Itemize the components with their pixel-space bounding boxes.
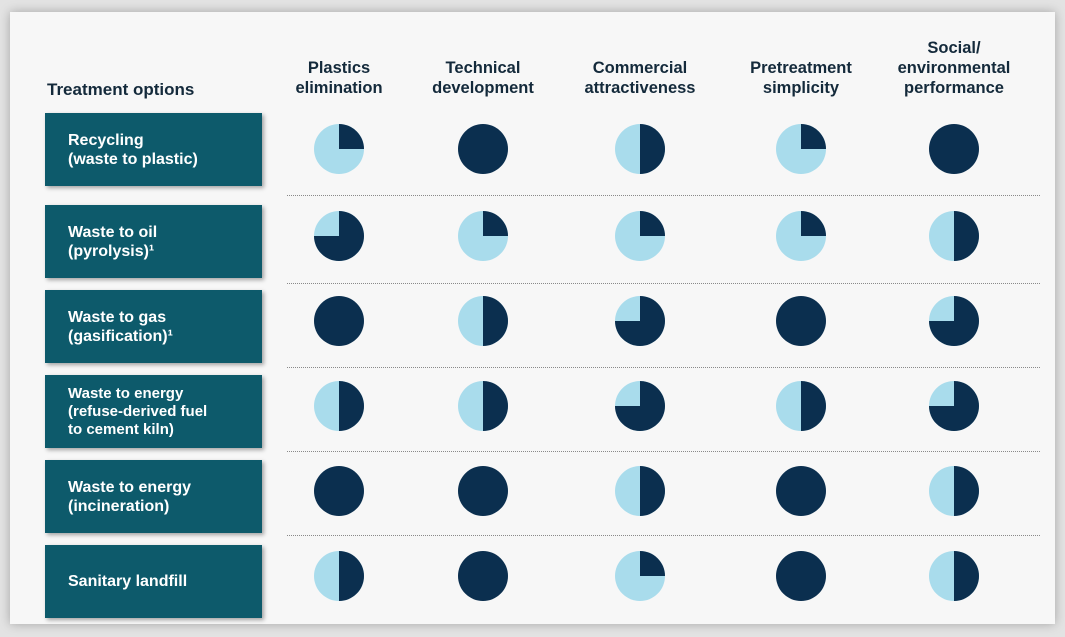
row-divider [287, 535, 1040, 536]
harvey-ball-commercial-attractiveness [615, 211, 665, 261]
harvey-ball-technical-development [458, 124, 508, 174]
harvey-ball-social-environmental-performance [929, 211, 979, 261]
option-waste-to-oil: Waste to oil (pyrolysis)¹ [45, 205, 262, 278]
harvey-ball-social-environmental-performance [929, 551, 979, 601]
harvey-ball-social-environmental-performance [929, 124, 979, 174]
option-waste-to-gas: Waste to gas (gasification)¹ [45, 290, 262, 363]
harvey-ball-commercial-attractiveness [615, 296, 665, 346]
harvey-ball-social-environmental-performance [929, 381, 979, 431]
row-divider [287, 367, 1040, 368]
option-waste-to-energy-rdf: Waste to energy (refuse-derived fuel to … [45, 375, 262, 448]
option-waste-to-energy-incineration: Waste to energy (incineration) [45, 460, 262, 533]
harvey-ball-pretreatment-simplicity [776, 466, 826, 516]
harvey-ball-commercial-attractiveness [615, 381, 665, 431]
row-divider [287, 283, 1040, 284]
harvey-ball-technical-development [458, 296, 508, 346]
harvey-ball-commercial-attractiveness [615, 551, 665, 601]
col-header-plastics-elimination: Plastics elimination [295, 59, 383, 97]
row-header-treatment-options: Treatment options [47, 80, 195, 99]
harvey-ball-pretreatment-simplicity [776, 551, 826, 601]
harvey-ball-technical-development [458, 551, 508, 601]
harvey-ball-pretreatment-simplicity [776, 124, 826, 174]
harvey-ball-plastics-elimination [314, 551, 364, 601]
harvey-ball-social-environmental-performance [929, 296, 979, 346]
harvey-ball-commercial-attractiveness [615, 124, 665, 174]
col-header-social-environmental-performance: Social/ environmental performance [897, 39, 1011, 97]
harvey-ball-plastics-elimination [314, 296, 364, 346]
harvey-ball-pretreatment-simplicity [776, 296, 826, 346]
harvey-ball-plastics-elimination [314, 124, 364, 174]
col-header-technical-development: Technical development [432, 59, 534, 97]
option-sanitary-landfill: Sanitary landfill [45, 545, 262, 618]
harvey-ball-social-environmental-performance [929, 466, 979, 516]
harvey-ball-pretreatment-simplicity [776, 381, 826, 431]
row-divider [287, 195, 1040, 196]
col-header-commercial-attractiveness: Commercial attractiveness [584, 59, 696, 97]
harvey-ball-plastics-elimination [314, 466, 364, 516]
harvey-ball-commercial-attractiveness [615, 466, 665, 516]
harvey-ball-plastics-elimination [314, 381, 364, 431]
harvey-ball-technical-development [458, 466, 508, 516]
harvey-ball-pretreatment-simplicity [776, 211, 826, 261]
harvey-ball-technical-development [458, 211, 508, 261]
row-divider [287, 451, 1040, 452]
harvey-ball-plastics-elimination [314, 211, 364, 261]
harvey-ball-technical-development [458, 381, 508, 431]
col-header-pretreatment-simplicity: Pretreatment simplicity [750, 59, 852, 97]
option-recycling: Recycling (waste to plastic) [45, 113, 262, 186]
